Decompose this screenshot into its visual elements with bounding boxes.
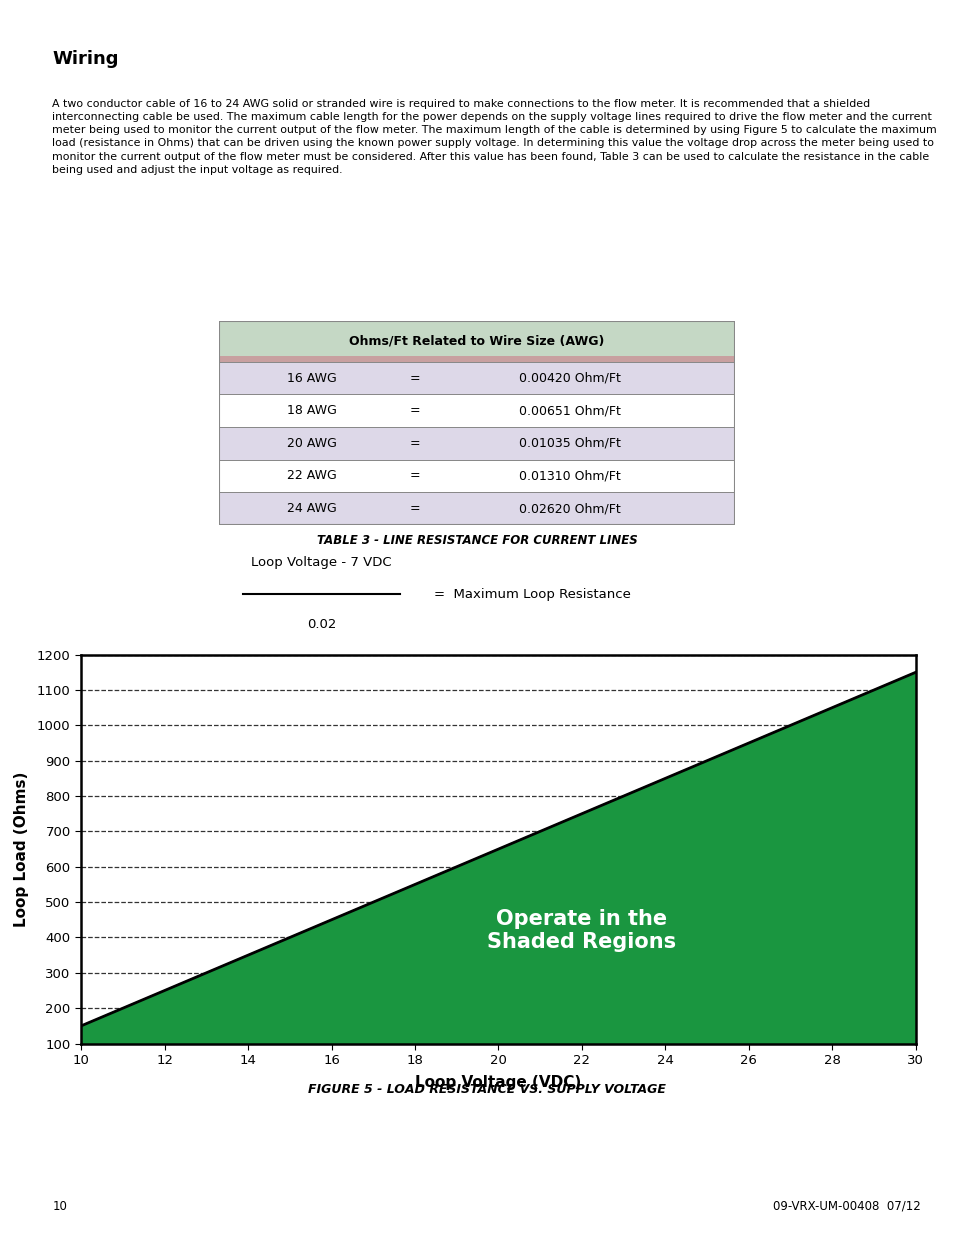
Text: 0.01035 Ohm/Ft: 0.01035 Ohm/Ft — [518, 437, 620, 450]
Text: =: = — [410, 372, 420, 384]
Text: 16 AWG: 16 AWG — [287, 372, 336, 384]
Polygon shape — [81, 672, 915, 1044]
Y-axis label: Loop Load (Ohms): Loop Load (Ohms) — [13, 772, 29, 926]
Text: 20 AWG: 20 AWG — [287, 437, 336, 450]
Text: =: = — [410, 437, 420, 450]
Bar — [219, 321, 734, 362]
Text: FIGURE 5 - LOAD RESISTANCE VS. SUPPLY VOLTAGE: FIGURE 5 - LOAD RESISTANCE VS. SUPPLY VO… — [307, 1083, 665, 1097]
Text: 0.00651 Ohm/Ft: 0.00651 Ohm/Ft — [518, 404, 620, 417]
Text: Wiring: Wiring — [52, 49, 119, 68]
Text: 0.00420 Ohm/Ft: 0.00420 Ohm/Ft — [518, 372, 620, 384]
Text: 10: 10 — [52, 1199, 68, 1213]
Bar — [219, 356, 734, 362]
Bar — [219, 459, 734, 493]
Text: 09-VRX-UM-00408  07/12: 09-VRX-UM-00408 07/12 — [772, 1199, 920, 1213]
Text: =: = — [410, 404, 420, 417]
Text: Operate in the
Shaded Regions: Operate in the Shaded Regions — [487, 909, 676, 952]
Text: 18 AWG: 18 AWG — [287, 404, 336, 417]
Text: 0.01310 Ohm/Ft: 0.01310 Ohm/Ft — [518, 469, 620, 483]
Text: 0.02620 Ohm/Ft: 0.02620 Ohm/Ft — [518, 503, 620, 515]
Text: =: = — [410, 503, 420, 515]
Text: TABLE 3 - LINE RESISTANCE FOR CURRENT LINES: TABLE 3 - LINE RESISTANCE FOR CURRENT LI… — [316, 535, 637, 547]
Bar — [219, 362, 734, 394]
Text: 22 AWG: 22 AWG — [287, 469, 336, 483]
Text: A two conductor cable of 16 to 24 AWG solid or stranded wire is required to make: A two conductor cable of 16 to 24 AWG so… — [52, 99, 936, 175]
Bar — [219, 427, 734, 459]
Text: 0.02: 0.02 — [307, 619, 335, 631]
Text: Ohms/Ft Related to Wire Size (AWG): Ohms/Ft Related to Wire Size (AWG) — [349, 335, 604, 348]
Bar — [219, 394, 734, 427]
Text: Loop Voltage - 7 VDC: Loop Voltage - 7 VDC — [251, 556, 392, 568]
X-axis label: Loop Voltage (VDC): Loop Voltage (VDC) — [415, 1076, 581, 1091]
Text: =  Maximum Loop Resistance: = Maximum Loop Resistance — [434, 588, 631, 600]
Text: =: = — [410, 469, 420, 483]
Text: 24 AWG: 24 AWG — [287, 503, 336, 515]
Bar — [219, 493, 734, 525]
